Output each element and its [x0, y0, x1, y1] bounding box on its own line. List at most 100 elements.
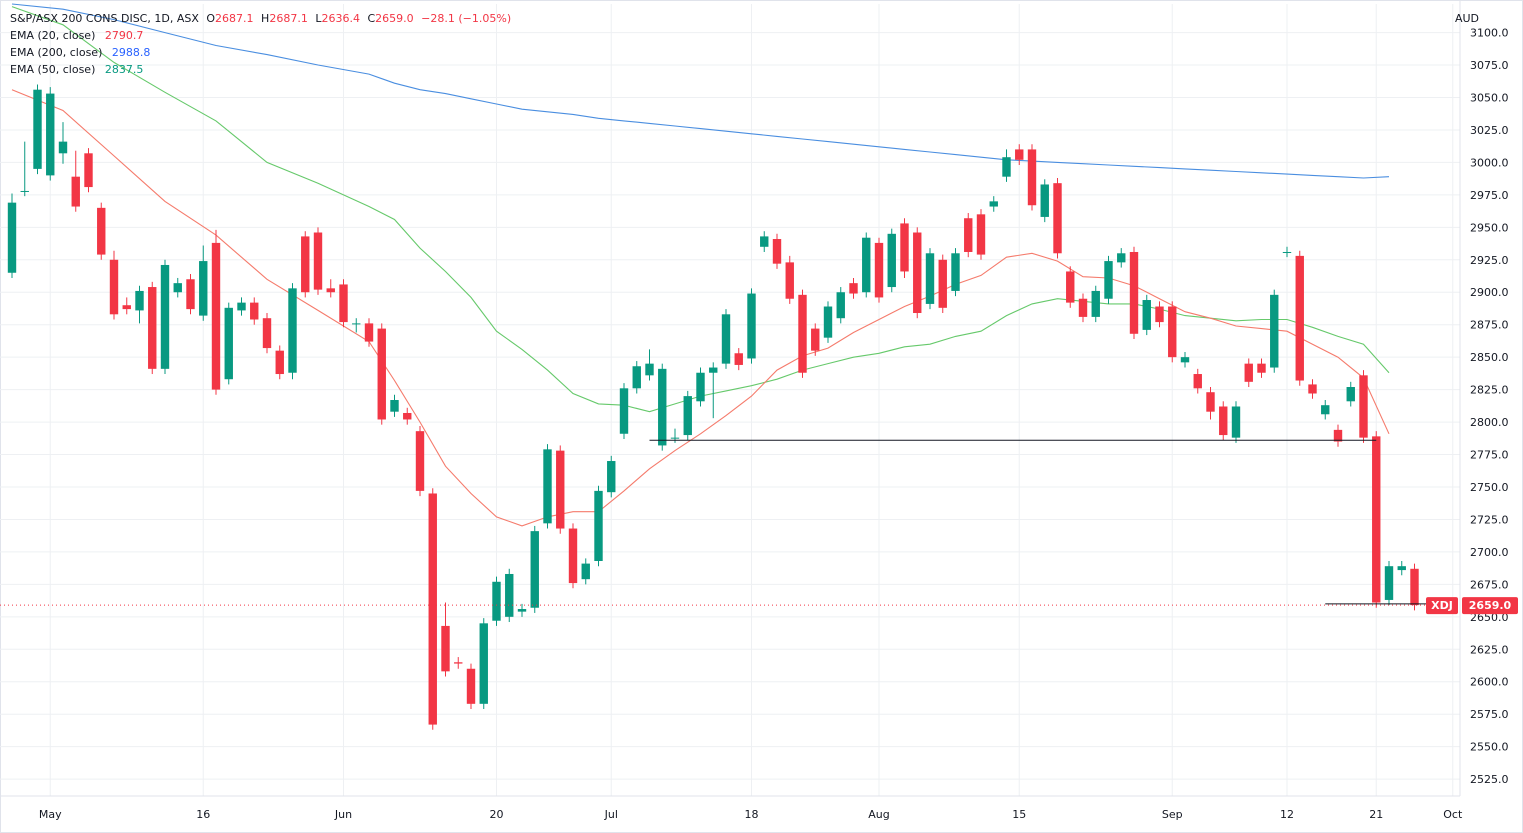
indicator-label: EMA (50, close) [10, 63, 96, 76]
open-value: 2687.1 [215, 12, 254, 25]
ticker-badge [1426, 597, 1458, 615]
candle-body [173, 283, 182, 293]
ohlc-values: O2687.1 H2687.1 L2636.4 C2659.0 −28.1 (−… [202, 12, 511, 25]
candle-body [747, 293, 756, 359]
candle-body [7, 202, 17, 273]
candle-body [798, 294, 807, 373]
candle-body [403, 412, 412, 420]
y-tick-label: 2575.0 [1470, 708, 1509, 721]
candle-body [441, 625, 450, 672]
instrument-interval: 1D [154, 12, 170, 25]
candle-body [84, 153, 93, 188]
candle-body [594, 490, 603, 561]
candle [823, 301, 833, 343]
close-value: 2659.0 [375, 12, 414, 25]
instrument-name: S&P/ASX 200 CONS DISC [10, 12, 148, 25]
ticker-badge-text: XDJ [1431, 599, 1453, 612]
candle [632, 361, 641, 394]
candle [1410, 563, 1419, 611]
candle-body [71, 176, 80, 207]
candle-body [849, 283, 858, 294]
candle-body [1180, 357, 1190, 363]
candle [772, 233, 782, 269]
x-tick-label: Aug [868, 808, 889, 821]
candle-body [1078, 298, 1088, 317]
candle [479, 618, 488, 710]
candle-body [938, 259, 947, 308]
candle-body [1372, 436, 1381, 603]
candle [1078, 293, 1088, 323]
candle [454, 657, 463, 669]
candle [530, 525, 539, 613]
candle [811, 323, 820, 356]
candle-body [645, 363, 654, 376]
candle-body [97, 207, 106, 255]
candle-body [568, 528, 578, 584]
candle-body [1308, 384, 1317, 394]
candle [645, 349, 654, 381]
ema50-line [11, 6, 1390, 413]
candle [607, 455, 616, 498]
candle-body [989, 201, 998, 207]
candle [160, 259, 170, 375]
candle [1346, 381, 1355, 407]
candle [989, 196, 998, 212]
candle [505, 568, 514, 623]
indicator-row-ema20[interactable]: EMA (20, close) 2790.7 [10, 27, 511, 44]
candle [1015, 144, 1024, 165]
candle-body [1002, 157, 1011, 177]
indicator-row-ema50[interactable]: EMA (50, close) 2837.5 [10, 61, 511, 78]
candle-body [339, 284, 348, 323]
candle-body [1410, 568, 1419, 606]
indicator-label: EMA (200, close) [10, 46, 103, 59]
candle-body [1027, 149, 1037, 206]
candle [237, 297, 246, 316]
candle-body [301, 236, 310, 293]
candle-body [696, 372, 705, 402]
candle-body [836, 292, 845, 319]
indicator-row-ema200[interactable]: EMA (200, close) 2988.8 [10, 44, 511, 61]
x-tick-label: 12 [1280, 808, 1294, 821]
candle [517, 603, 527, 617]
candle [1129, 246, 1139, 339]
candle-body [976, 214, 986, 255]
candle [390, 394, 399, 417]
candle-body [377, 328, 386, 420]
candle [199, 245, 208, 321]
candle-body [1142, 300, 1151, 330]
y-tick-label: 2800.0 [1470, 416, 1509, 429]
high-value: 2687.1 [269, 12, 308, 25]
candle-body [237, 302, 246, 311]
candle [352, 318, 361, 333]
candle-body [1270, 294, 1279, 368]
candle [849, 277, 858, 299]
candle [747, 288, 756, 364]
y-tick-label: 2600.0 [1470, 676, 1509, 689]
ema20-line [11, 89, 1390, 527]
candle-body [951, 253, 960, 291]
candle [148, 281, 157, 375]
candle [1142, 294, 1151, 336]
candle [403, 407, 412, 425]
candle-body [1040, 184, 1049, 217]
candle-body [811, 328, 820, 351]
candle [84, 148, 93, 193]
candle-body [454, 662, 463, 664]
candle [862, 232, 871, 298]
candle [785, 255, 794, 304]
candle-body [466, 668, 476, 704]
instrument-row[interactable]: S&P/ASX 200 CONS DISC, 1D, ASX O2687.1 H… [10, 12, 512, 25]
candles [7, 84, 1419, 730]
candle [1270, 289, 1279, 373]
y-tick-label: 2925.0 [1470, 254, 1509, 267]
candle-body [1129, 251, 1139, 334]
candle [364, 318, 374, 347]
candle [1040, 179, 1049, 223]
candle-body [33, 89, 42, 169]
candle [1117, 248, 1126, 268]
candle [313, 227, 323, 295]
last-price-badge-text: 2659.0 [1469, 599, 1512, 612]
candle-body [1333, 429, 1343, 442]
